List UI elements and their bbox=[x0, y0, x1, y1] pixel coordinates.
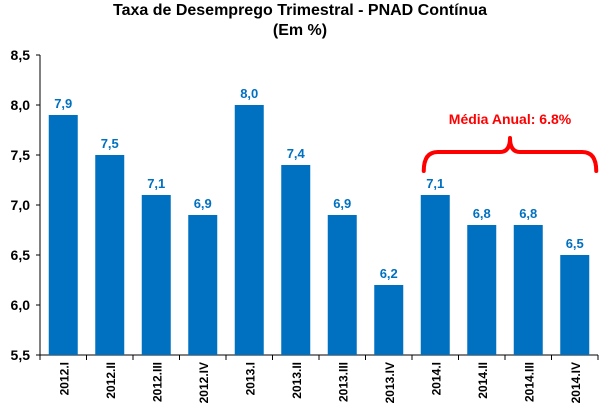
y-tick-label: 6,5 bbox=[11, 247, 31, 263]
x-tick-label: 2014.IV bbox=[569, 362, 583, 403]
bar-2013.IV bbox=[374, 285, 404, 355]
bar-2014.II bbox=[467, 225, 497, 355]
bar-2012.I bbox=[48, 115, 78, 355]
value-label: 6,9 bbox=[333, 196, 351, 211]
annotation-label: Média Anual: 6.8% bbox=[449, 111, 572, 127]
bar-2013.I bbox=[234, 105, 264, 355]
value-label: 7,5 bbox=[101, 136, 119, 151]
annotation-brace bbox=[421, 136, 599, 173]
value-label: 6,5 bbox=[566, 236, 584, 251]
bar-2013.III bbox=[327, 215, 357, 355]
x-tick-label: 2014.I bbox=[429, 362, 443, 395]
y-tick-label: 7,5 bbox=[11, 147, 31, 163]
x-tick-label: 2013.I bbox=[243, 362, 257, 395]
x-tick-label: 2013.III bbox=[336, 362, 350, 402]
x-tick-label: 2014.II bbox=[476, 362, 490, 399]
value-label: 7,1 bbox=[147, 176, 165, 191]
bar-2014.IV bbox=[560, 255, 590, 355]
x-tick-label: 2013.IV bbox=[383, 362, 397, 403]
chart-subtitle: (Em %) bbox=[272, 22, 328, 39]
y-tick-label: 8,5 bbox=[11, 47, 31, 63]
y-tick-label: 7,0 bbox=[11, 197, 31, 213]
x-tick-label: 2012.IV bbox=[197, 362, 211, 403]
value-label: 8,0 bbox=[240, 86, 258, 101]
value-label: 6,2 bbox=[380, 266, 398, 281]
x-tick-label: 2012.III bbox=[150, 362, 164, 402]
value-label: 6,8 bbox=[519, 206, 537, 221]
value-label: 7,4 bbox=[287, 146, 306, 161]
value-label: 7,9 bbox=[54, 96, 72, 111]
chart-title: Taxa de Desemprego Trimestral - PNAD Con… bbox=[112, 2, 487, 19]
x-tick-label: 2012.I bbox=[57, 362, 71, 395]
bar-2013.II bbox=[281, 165, 311, 355]
x-tick-label: 2013.II bbox=[290, 362, 304, 399]
value-label: 7,1 bbox=[426, 176, 444, 191]
y-tick-label: 8,0 bbox=[11, 97, 31, 113]
bar-2012.III bbox=[141, 195, 171, 355]
x-tick-label: 2014.III bbox=[522, 362, 536, 402]
y-tick-label: 5,5 bbox=[11, 347, 31, 363]
x-tick-label: 2012.II bbox=[104, 362, 118, 399]
y-tick-label: 6,0 bbox=[11, 297, 31, 313]
bar-2012.IV bbox=[188, 215, 218, 355]
bar-2014.III bbox=[513, 225, 543, 355]
value-label: 6,8 bbox=[473, 206, 491, 221]
value-label: 6,9 bbox=[194, 196, 212, 211]
bar-2014.I bbox=[420, 195, 450, 355]
bar-2012.II bbox=[95, 155, 125, 355]
